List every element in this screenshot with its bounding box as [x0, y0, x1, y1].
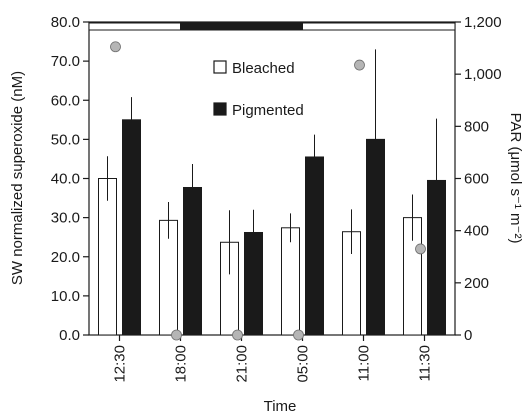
- y-tick-label: 60.0: [51, 92, 80, 109]
- legend-swatch-bleached: [213, 60, 227, 74]
- bar-pigmented-4: [366, 138, 385, 336]
- par-marker: [232, 329, 243, 341]
- x-tick-label: 11:30: [417, 345, 434, 381]
- y2-tick-label: 0: [464, 327, 472, 344]
- y-axis-title: SW normalized superoxide (nM): [9, 71, 26, 285]
- time-bar-dark-segment: [180, 22, 303, 31]
- y-tick-label: 20.0: [51, 249, 80, 266]
- x-tick-label: 05:00: [295, 345, 312, 383]
- legend-label-bleached: Bleached: [232, 60, 295, 77]
- legend-swatch-pigmented: [213, 102, 227, 116]
- par-marker: [171, 329, 182, 341]
- y-tick-label: 10.0: [51, 288, 80, 305]
- bar-bleached-0: [98, 178, 117, 336]
- par-marker: [293, 329, 304, 341]
- y2-tick-label: 400: [464, 223, 489, 240]
- par-marker: [415, 243, 426, 255]
- plot-area: 0.0 10.0 20.0 30.0 40.0 50.0 60.0 70.0 80.0 0 200 4…: [51, 14, 502, 383]
- bar-pigmented-2: [244, 231, 263, 336]
- x-tick-label: 18:00: [173, 345, 190, 383]
- x-tick-label: 12:30: [112, 345, 129, 383]
- par-marker: [110, 41, 121, 53]
- y2-tick-label: 1,000: [464, 66, 502, 83]
- y-tick-label: 0.0: [59, 327, 80, 344]
- x-tick-label: 21:00: [234, 345, 251, 383]
- y-tick-label: 30.0: [51, 210, 80, 227]
- y2-tick-label: 600: [464, 171, 489, 188]
- bar-pigmented-1: [183, 186, 202, 336]
- y2-tick-label: 200: [464, 275, 489, 292]
- legend-label-pigmented: Pigmented: [232, 102, 304, 119]
- x-tick-label: 11:00: [356, 345, 373, 381]
- time-bar-light-segment: [88, 22, 181, 31]
- y2-tick-label: 1,200: [464, 14, 502, 31]
- par-marker: [354, 59, 365, 71]
- y-tick-label: 70.0: [51, 53, 80, 70]
- bar-bleached-3: [281, 227, 300, 336]
- x-axis-title: Time: [264, 398, 297, 415]
- y-tick-label: 80.0: [51, 14, 80, 31]
- y-tick-label: 40.0: [51, 171, 80, 188]
- bar-pigmented-0: [122, 119, 141, 336]
- bar-pigmented-3: [305, 156, 324, 336]
- legend: Bleached Pigmented: [213, 60, 304, 119]
- y-tick-label: 50.0: [51, 131, 80, 148]
- time-bar-light-segment: [302, 22, 456, 31]
- y2-tick-label: 800: [464, 118, 489, 135]
- y2-axis-title: PAR (μmol s⁻¹ m⁻²): [507, 113, 524, 244]
- bar-pigmented-5: [427, 179, 446, 336]
